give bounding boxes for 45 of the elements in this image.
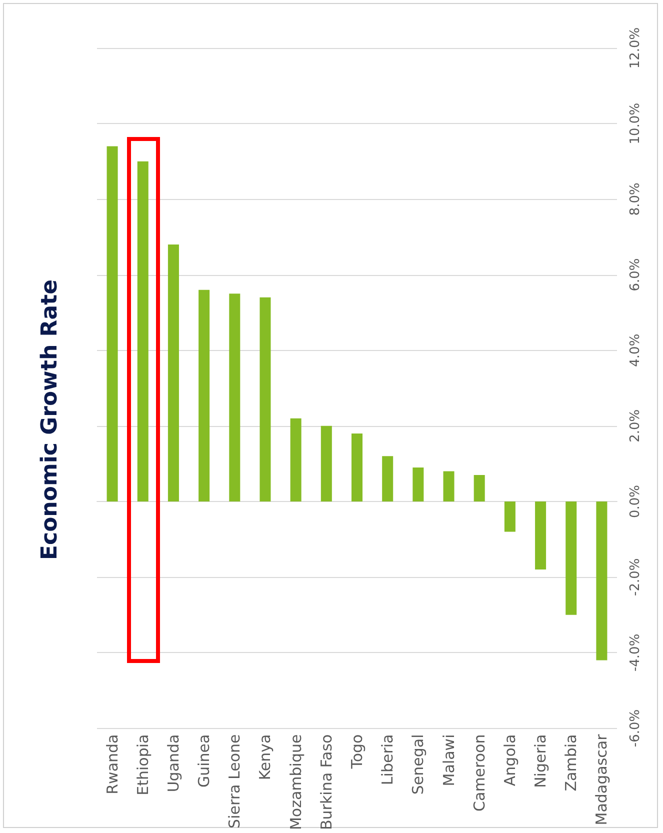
- bar: [535, 502, 546, 570]
- bar: [198, 290, 210, 502]
- x-tick-label: Malawi: [440, 734, 458, 786]
- x-tick-label: Nigeria: [532, 734, 550, 788]
- bar: [351, 433, 363, 502]
- bar: [443, 471, 454, 502]
- y-tick-label: 0.0%: [628, 484, 643, 518]
- bar: [382, 456, 394, 502]
- x-tick-label: Mozambique: [286, 734, 305, 830]
- bar: [596, 502, 608, 660]
- x-tick-label: Burkina Faso: [317, 734, 336, 830]
- bar: [474, 475, 485, 502]
- x-tick-label: Zambia: [562, 734, 580, 792]
- bar: [106, 146, 118, 502]
- bar: [566, 502, 577, 615]
- x-tick-label: Kenya: [256, 734, 274, 780]
- bar: [137, 161, 148, 502]
- x-tick-label: Uganda: [164, 734, 182, 792]
- x-tick-label: Cameroon: [470, 734, 488, 812]
- y-tick-label: 8.0%: [628, 182, 643, 216]
- text: Economic Growth Rate: [36, 278, 64, 562]
- y-tick-label: -2.0%: [628, 558, 643, 596]
- y-tick-label: 4.0%: [628, 334, 643, 367]
- y-tick-label: -6.0%: [628, 709, 643, 748]
- bar: [260, 297, 271, 502]
- y-tick-label: 12.0%: [628, 27, 643, 69]
- y-tick-label: 6.0%: [628, 258, 643, 292]
- x-tick-label: Togo: [348, 734, 366, 770]
- bar: [412, 467, 424, 502]
- bar: [504, 502, 516, 532]
- y-tick-label: 10.0%: [628, 102, 643, 144]
- x-tick-label: Rwanda: [103, 734, 122, 794]
- y-tick-label: -4.0%: [628, 634, 643, 672]
- bar: [320, 426, 332, 502]
- x-tick-label: Senegal: [409, 734, 428, 795]
- bar: [168, 244, 179, 502]
- x-tick-label: Angola: [500, 734, 519, 786]
- x-tick-label: Sierra Leone: [226, 734, 244, 828]
- x-tick-label: Madagascar: [592, 733, 611, 826]
- x-tick-label: Liberia: [378, 734, 397, 786]
- y-tick-label: 2.0%: [628, 409, 643, 442]
- bar: [290, 418, 302, 502]
- bar: [229, 294, 240, 502]
- x-tick-label: Ethiopia: [134, 734, 152, 796]
- x-tick-label: Guinea: [195, 734, 214, 788]
